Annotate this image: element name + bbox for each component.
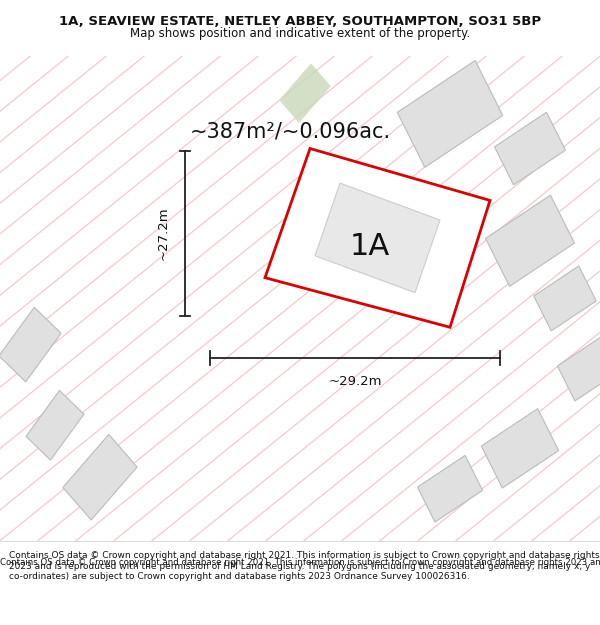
Polygon shape [63, 434, 137, 520]
Polygon shape [265, 149, 490, 328]
Text: ~387m²/~0.096ac.: ~387m²/~0.096ac. [190, 121, 391, 141]
Polygon shape [481, 409, 559, 488]
Text: 1A, SEAVIEW ESTATE, NETLEY ABBEY, SOUTHAMPTON, SO31 5BP: 1A, SEAVIEW ESTATE, NETLEY ABBEY, SOUTHA… [59, 16, 541, 28]
Polygon shape [0, 308, 61, 382]
Polygon shape [485, 195, 574, 286]
Text: Map shows position and indicative extent of the property.: Map shows position and indicative extent… [130, 28, 470, 40]
Text: Contains OS data © Crown copyright and database right 2021. This information is : Contains OS data © Crown copyright and d… [9, 551, 599, 581]
Text: 1A: 1A [350, 232, 390, 261]
Polygon shape [557, 334, 600, 401]
Text: ~29.2m: ~29.2m [328, 375, 382, 388]
Polygon shape [534, 266, 596, 331]
Polygon shape [397, 61, 503, 168]
Polygon shape [279, 63, 331, 123]
Polygon shape [315, 183, 440, 292]
Polygon shape [418, 456, 482, 522]
Polygon shape [26, 391, 84, 460]
Text: ~27.2m: ~27.2m [157, 206, 170, 260]
Polygon shape [494, 112, 565, 185]
Text: Contains OS data © Crown copyright and database right 2021. This information is : Contains OS data © Crown copyright and d… [0, 558, 600, 567]
